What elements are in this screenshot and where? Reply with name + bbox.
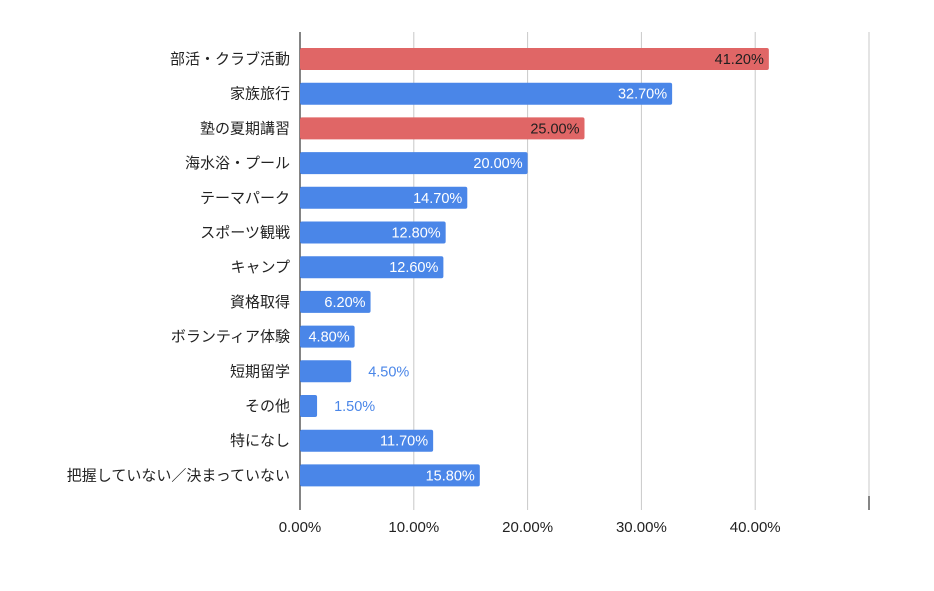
bar [300, 152, 528, 175]
category-label: ボランティア体験 [171, 328, 290, 346]
data-label: 32.70% [618, 87, 667, 103]
bar [300, 464, 480, 487]
bar [300, 221, 446, 244]
bar [300, 186, 468, 209]
data-label: 12.80% [391, 226, 440, 242]
category-label: 把握していない／決まっていない [67, 466, 290, 484]
bar [300, 429, 434, 452]
category-label: 塾の夏期講習 [200, 119, 290, 137]
data-label: 1.50% [334, 399, 375, 415]
data-label: 20.00% [473, 156, 522, 172]
category-label: キャンプ [230, 258, 290, 276]
x-tick-label: 10.00% [388, 519, 439, 536]
category-label: 海水浴・プール [185, 154, 290, 172]
bar [300, 360, 352, 383]
bar [300, 256, 444, 279]
category-label: 短期留学 [230, 362, 290, 380]
data-label: 11.70% [380, 434, 428, 450]
bar [300, 48, 769, 70]
bar [300, 117, 585, 140]
category-label: 特になし [230, 432, 290, 450]
data-label: 6.20% [324, 295, 365, 311]
bar [300, 290, 371, 313]
category-label: 部活・クラブ活動 [170, 50, 290, 68]
x-tick-label: 20.00% [502, 519, 553, 536]
category-label: スポーツ観戦 [200, 224, 290, 242]
data-label: 14.70% [413, 191, 462, 207]
bar [300, 395, 318, 417]
data-label: 15.80% [426, 468, 475, 484]
data-label: 4.50% [368, 364, 409, 380]
x-tick-label: 40.00% [730, 519, 781, 536]
data-label: 12.60% [389, 260, 438, 276]
x-tick-label: 30.00% [616, 519, 667, 536]
category-label: その他 [245, 397, 290, 415]
category-label: 資格取得 [230, 293, 290, 311]
category-label: テーマパーク [200, 189, 290, 207]
category-label: 家族旅行 [230, 85, 290, 103]
x-tick-label: 0.00% [279, 519, 322, 536]
bar [300, 82, 673, 105]
data-label: 4.80% [308, 330, 349, 346]
bar [300, 325, 355, 348]
data-label: 25.00% [530, 121, 579, 137]
data-label: 41.20% [715, 52, 764, 68]
